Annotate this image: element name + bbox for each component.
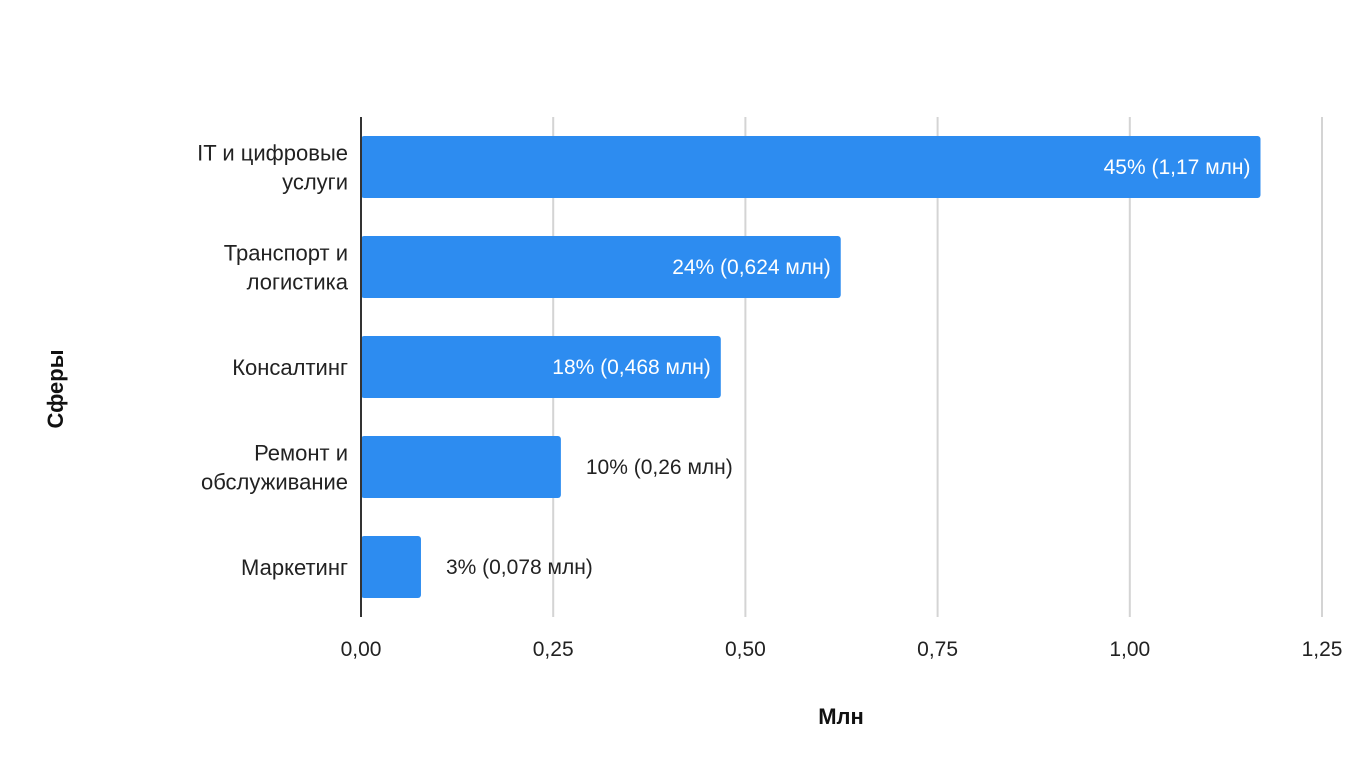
x-tick-labels: 0,00 0,25 0,50 0,75 1,00 1,25: [341, 638, 1343, 661]
y-axis-title: Сферы: [43, 349, 68, 428]
x-tick-label: 1,00: [1109, 638, 1150, 661]
data-label: 24% (0,624 млн): [672, 256, 831, 279]
category-label: Транспорт и: [224, 241, 348, 266]
x-tick-label: 0,50: [725, 638, 766, 661]
bar: [361, 536, 421, 598]
bar: [361, 236, 841, 298]
x-tick-label: 0,25: [533, 638, 574, 661]
category-label: обслуживание: [201, 470, 348, 495]
category-labels: IT и цифровые услуги Транспорт и логистика К…: [197, 141, 349, 581]
bar: [361, 136, 1261, 198]
data-label: 18% (0,468 млн): [552, 356, 711, 379]
category-label: Ремонт и: [254, 441, 348, 466]
data-label: 45% (1,17 млн): [1104, 156, 1251, 179]
category-label: Консалтинг: [232, 355, 348, 380]
category-label: логистика: [247, 270, 349, 295]
x-tick-label: 0,75: [917, 638, 958, 661]
bar: [361, 336, 721, 398]
x-axis-title: Млн: [818, 704, 864, 729]
category-label: Маркетинг: [241, 555, 348, 580]
x-tick-label: 0,00: [341, 638, 382, 661]
category-label: услуги: [282, 170, 348, 195]
data-label: 3% (0,078 млн): [446, 556, 593, 579]
data-label: 10% (0,26 млн): [586, 456, 733, 479]
bar: [361, 436, 561, 498]
grid-lines: [552, 117, 1323, 617]
bars: 45% (1,17 млн) 24% (0,624 млн) 18% (0,468 …: [361, 136, 1261, 598]
x-tick-label: 1,25: [1302, 638, 1343, 661]
category-label: IT и цифровые: [197, 141, 348, 166]
